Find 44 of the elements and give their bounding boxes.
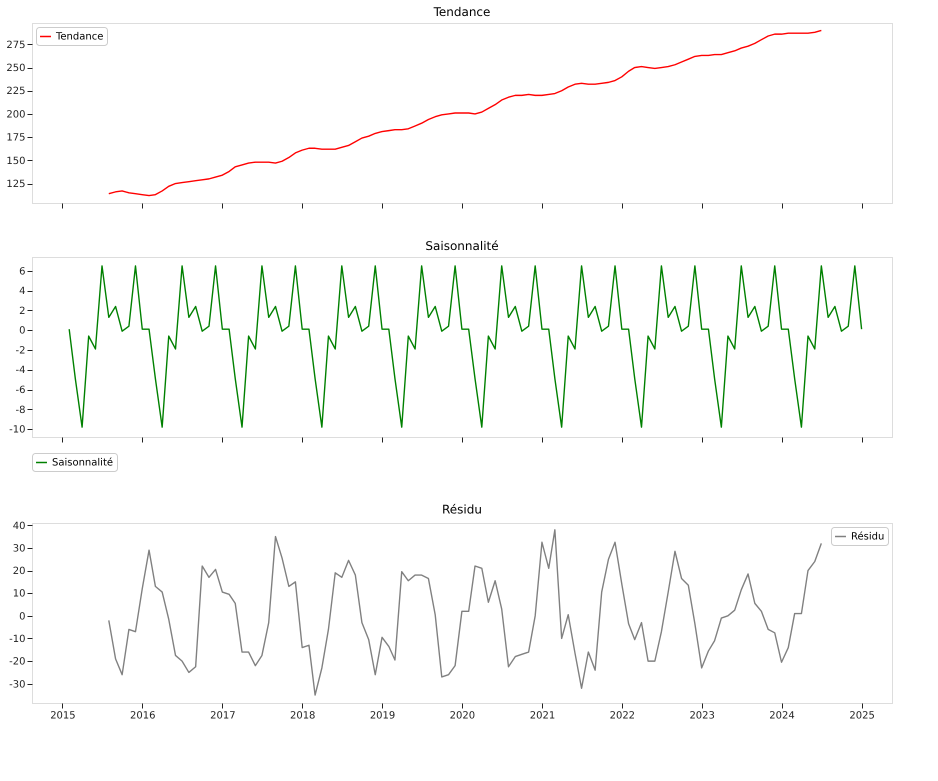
y-tick-label: 250	[6, 63, 26, 74]
y-tick-label: -20	[9, 656, 26, 668]
y-tick-label: 225	[6, 86, 26, 98]
y-tick-label: 150	[6, 156, 26, 167]
chart-title: Résidu	[442, 502, 482, 516]
legend-label: Saisonnalité	[52, 458, 114, 468]
y-tick-label: 10	[12, 588, 26, 600]
y-tick-label: 200	[6, 109, 26, 120]
line-series	[108, 30, 822, 196]
x-tick-label: 2023	[689, 710, 715, 722]
chart-title: Saisonnalité	[425, 239, 499, 253]
y-tick-label: 0	[19, 326, 26, 337]
legend-label: Résidu	[851, 532, 884, 542]
y-tick-label: 0	[19, 611, 26, 622]
x-tick-label: 2025	[849, 710, 875, 722]
y-tick-label: 6	[19, 266, 26, 278]
y-tick-label: -8	[16, 404, 26, 416]
y-tick-label: -10	[9, 424, 26, 436]
line-series	[108, 529, 822, 696]
x-tick-label: 2022	[610, 710, 636, 722]
x-tick-label: 2016	[130, 710, 156, 722]
x-tick-label: 2015	[50, 710, 76, 722]
y-tick-label: -30	[9, 679, 26, 690]
x-tick-label: 2024	[769, 710, 795, 722]
y-tick-label: -6	[16, 385, 26, 396]
legend-label: Tendance	[55, 32, 104, 42]
y-tick-label: -2	[16, 345, 26, 356]
y-tick-label: 20	[12, 566, 26, 578]
y-tick-label: 40	[12, 520, 26, 532]
line-series	[68, 265, 862, 428]
y-tick-label: 30	[12, 543, 26, 554]
y-tick-label: -10	[9, 634, 26, 645]
x-tick-label: 2017	[210, 710, 236, 722]
x-tick-label: 2019	[370, 710, 396, 722]
y-tick-label: 2	[19, 306, 26, 317]
y-tick-label: 275	[6, 40, 26, 51]
y-tick-label: 125	[6, 179, 26, 190]
x-tick-label: 2020	[450, 710, 476, 722]
y-tick-label: 4	[19, 286, 26, 298]
x-tick-label: 2018	[290, 710, 316, 722]
y-tick-label: 175	[6, 132, 26, 144]
y-tick-label: -4	[16, 365, 26, 376]
x-tick-label: 2021	[530, 710, 556, 722]
chart-title: Tendance	[432, 5, 490, 19]
